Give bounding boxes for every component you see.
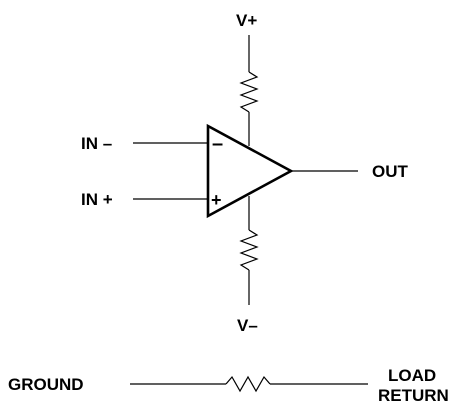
in-minus-label: IN – <box>81 134 113 153</box>
opamp-triangle <box>206 123 294 219</box>
in-plus-label: IN + <box>81 190 113 209</box>
out-label: OUT <box>372 162 408 181</box>
non-inverting-input-symbol: + <box>211 190 222 210</box>
v-minus-label: V– <box>237 316 258 335</box>
ground-resistor <box>225 375 271 393</box>
load-label: LOAD <box>388 366 437 385</box>
v-minus-resistor <box>239 229 259 271</box>
inverting-input-symbol: – <box>212 133 223 155</box>
return-label: RETURN <box>378 386 449 405</box>
v-plus-label: V+ <box>236 11 258 30</box>
v-plus-resistor <box>239 71 259 113</box>
ground-label: GROUND <box>8 375 84 394</box>
